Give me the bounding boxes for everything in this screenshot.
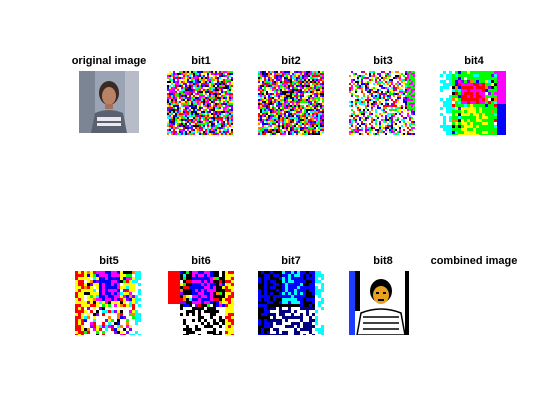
panel-title: bit7 [281, 255, 301, 267]
bit5-image [75, 271, 141, 335]
panel-title: combined image [430, 255, 518, 267]
bit3-image [349, 71, 415, 135]
panel-title: original image [71, 55, 147, 67]
bit7-image [258, 271, 324, 335]
bit6-image [168, 271, 234, 335]
original-image [79, 71, 139, 133]
bit8-image [349, 271, 409, 335]
panel-title: bit6 [191, 255, 211, 267]
panel-title: bit8 [373, 255, 393, 267]
bit2-image [258, 71, 324, 135]
panel-title: bit4 [464, 55, 484, 67]
bit4-image [440, 71, 506, 135]
panel-title: bit3 [373, 55, 393, 67]
panel-title: bit5 [99, 255, 119, 267]
panel-title: bit2 [281, 55, 301, 67]
bit1-image [167, 71, 233, 135]
panel-title: bit1 [191, 55, 211, 67]
